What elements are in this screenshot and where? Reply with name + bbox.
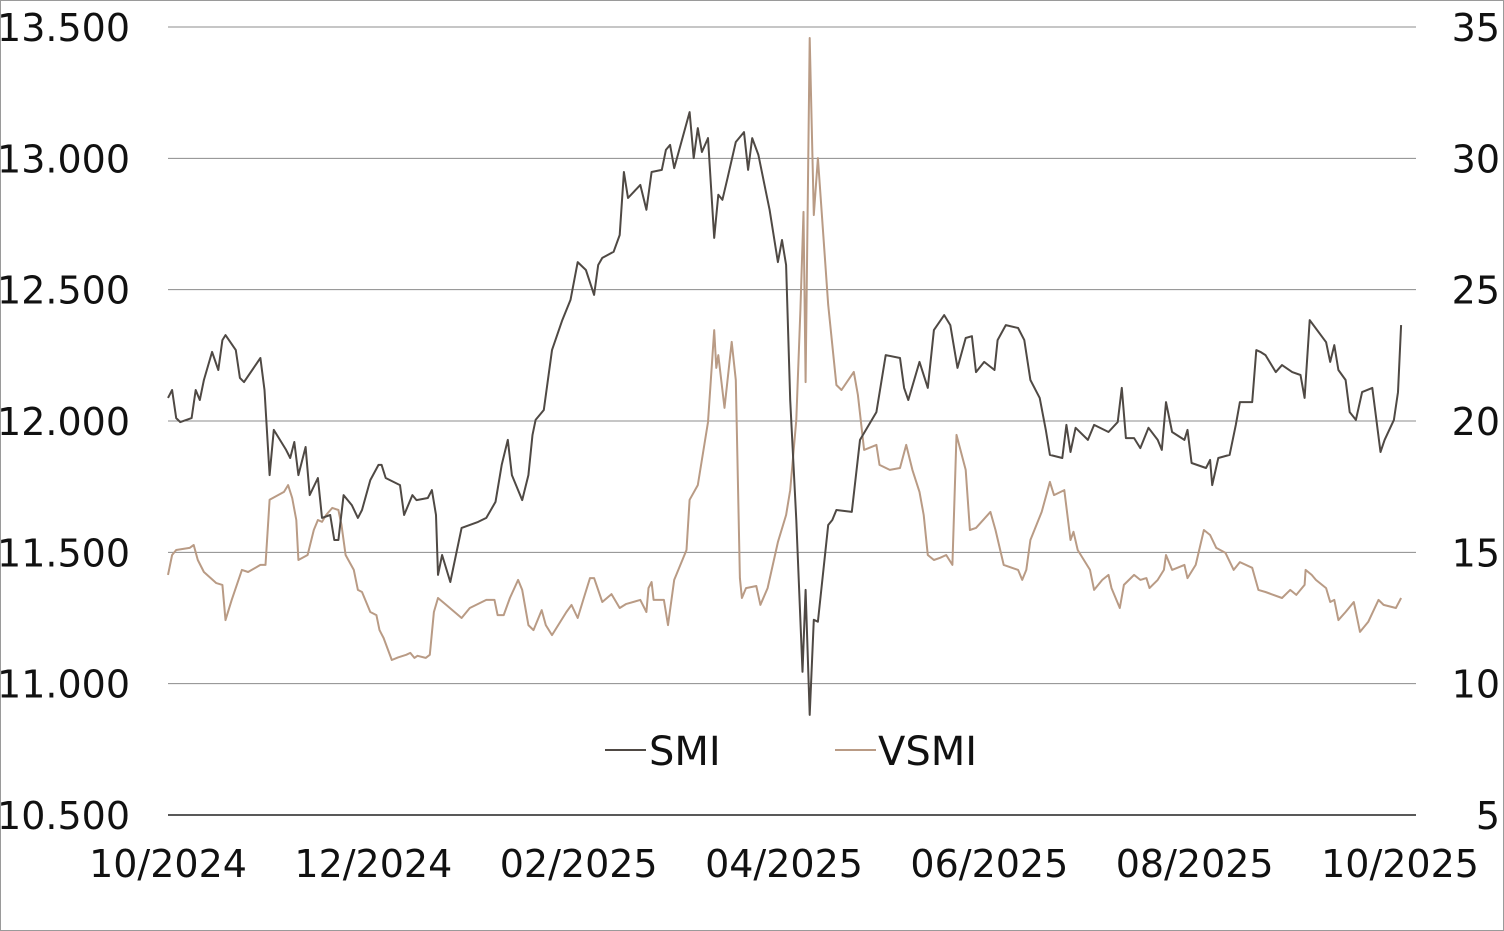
- x-tick: 02/2025: [500, 842, 658, 886]
- x-tick: 10/2025: [1321, 842, 1479, 886]
- y-tick-right: 30: [1452, 137, 1500, 181]
- y-tick-left: 10.500: [0, 794, 130, 838]
- y-tick-left: 11.000: [0, 663, 130, 707]
- y-tick-right: 5: [1476, 794, 1500, 838]
- series-line-vsmi: [167, 37, 1402, 661]
- x-tick: 12/2024: [294, 842, 452, 886]
- legend-label-smi: SMI: [649, 729, 721, 775]
- series-lines: [167, 37, 1403, 716]
- y-tick-right: 15: [1452, 531, 1500, 575]
- y-tick-left: 12.500: [0, 269, 130, 313]
- y-tick-right: 20: [1452, 400, 1500, 444]
- y-tick-left: 13.000: [0, 137, 130, 181]
- y-tick-right: 25: [1452, 269, 1500, 313]
- x-tick: 08/2025: [1116, 842, 1274, 886]
- x-tick: 04/2025: [705, 842, 863, 886]
- series-line-smi: [167, 111, 1403, 716]
- y-tick-left: 11.500: [0, 531, 130, 575]
- x-tick: 06/2025: [910, 842, 1068, 886]
- gridlines: [168, 26, 1416, 816]
- y-tick-left: 13.500: [0, 6, 130, 50]
- x-tick: 10/2024: [89, 842, 247, 886]
- y-tick-right: 10: [1452, 663, 1500, 707]
- tick-labels: 10.500 11.000 11.500 12.000 12.500 13.000 13.5…: [0, 6, 1500, 886]
- y-tick-right: 35: [1452, 6, 1500, 50]
- y-tick-left: 12.000: [0, 400, 130, 444]
- legend-label-vsmi: VSMI: [878, 729, 977, 775]
- legend: SMI VSMI: [605, 729, 977, 775]
